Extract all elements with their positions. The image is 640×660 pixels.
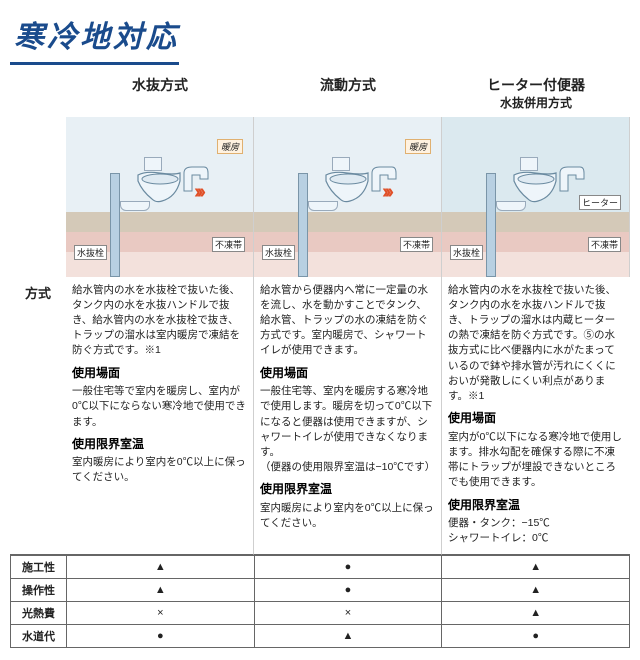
rating-cell: ▲ — [254, 625, 442, 648]
rating-cell: ▲ — [67, 579, 255, 602]
desc-body: 給水管内の水を水抜栓で抜いた後、タンク内の水を水抜ハンドルで抜き、給水管内の水を… — [72, 283, 247, 359]
rating-row-label: 水道代 — [11, 625, 67, 648]
rating-cell: ▲ — [442, 579, 630, 602]
rating-table: 施工性▲●▲操作性▲●▲光熱費××▲水道代●▲● — [10, 555, 630, 648]
limit-body: 室内暖房により室内を0℃以上に保ってください。 — [72, 455, 247, 485]
rating-cell: × — [67, 602, 255, 625]
rating-cell: ▲ — [442, 556, 630, 579]
desc-3: 給水管内の水を水抜栓で抜いた後、タンク内の水を水抜ハンドルで抜き、トラップの溜水… — [442, 277, 630, 556]
limit-title: 使用限界室温 — [72, 436, 247, 453]
rating-row-label: 光熱費 — [11, 602, 67, 625]
desc-2: 給水管から便器内へ常に一定量の水を流し、水を動かすことでタンク、給水管、トラップ… — [254, 277, 442, 556]
rating-cell: ▲ — [67, 556, 255, 579]
desc-1: 給水管内の水を水抜栓で抜いた後、タンク内の水を水抜ハンドルで抜き、給水管内の水を… — [66, 277, 254, 556]
limit-title: 使用限界室温 — [260, 481, 435, 498]
rating-cell: ● — [254, 556, 442, 579]
rating-row-label: 施工性 — [11, 556, 67, 579]
rating-cell: ▲ — [442, 602, 630, 625]
limit-body: 室内暖房により室内を0℃以上に保ってください。 — [260, 501, 435, 531]
rating-row-label: 操作性 — [11, 579, 67, 602]
rating-cell: ● — [442, 625, 630, 648]
scene-body: 一般住宅等で室内を暖房し、室内が0℃以下にならない寒冷地で使用できます。 — [72, 384, 247, 430]
rating-cell: × — [254, 602, 442, 625]
col-heading-2: 流動方式 — [254, 73, 442, 117]
rating-body: 施工性▲●▲操作性▲●▲光熱費××▲水道代●▲● — [11, 556, 630, 648]
desc-body: 給水管から便器内へ常に一定量の水を流し、水を動かすことでタンク、給水管、トラップ… — [260, 283, 435, 359]
rating-cell: ● — [67, 625, 255, 648]
scene-title: 使用場面 — [260, 365, 435, 382]
scene-title: 使用場面 — [72, 365, 247, 382]
col-heading-1: 水抜方式 — [66, 73, 254, 117]
col-heading-3: ヒーター付便器水抜併用方式 — [442, 73, 630, 117]
illustration-2: ›››暖房水抜栓不凍帯 — [254, 117, 442, 277]
page-title: 寒冷地対応 — [10, 12, 179, 65]
comparison-grid: 水抜方式 流動方式 ヒーター付便器水抜併用方式 ›››暖房水抜栓不凍帯 ›››暖… — [10, 73, 630, 555]
scene-body: 一般住宅等、室内を暖房する寒冷地で使用します。暖房を切って0℃以下になると便器は… — [260, 384, 435, 475]
illustration-3: ヒーター水抜栓不凍帯 — [442, 117, 630, 277]
scene-title: 使用場面 — [448, 410, 624, 427]
scene-body: 室内が0℃以下になる寒冷地で使用します。排水勾配を確保する際に不凍帯にトラップが… — [448, 430, 624, 491]
row-label-method: 方式 — [10, 277, 66, 556]
rating-cell: ● — [254, 579, 442, 602]
limit-title: 使用限界室温 — [448, 497, 624, 514]
limit-body: 便器・タンク：−15℃シャワートイレ：0℃ — [448, 516, 624, 546]
illustration-1: ›››暖房水抜栓不凍帯 — [66, 117, 254, 277]
desc-body: 給水管内の水を水抜栓で抜いた後、タンク内の水を水抜ハンドルで抜き、トラップの溜水… — [448, 283, 624, 405]
